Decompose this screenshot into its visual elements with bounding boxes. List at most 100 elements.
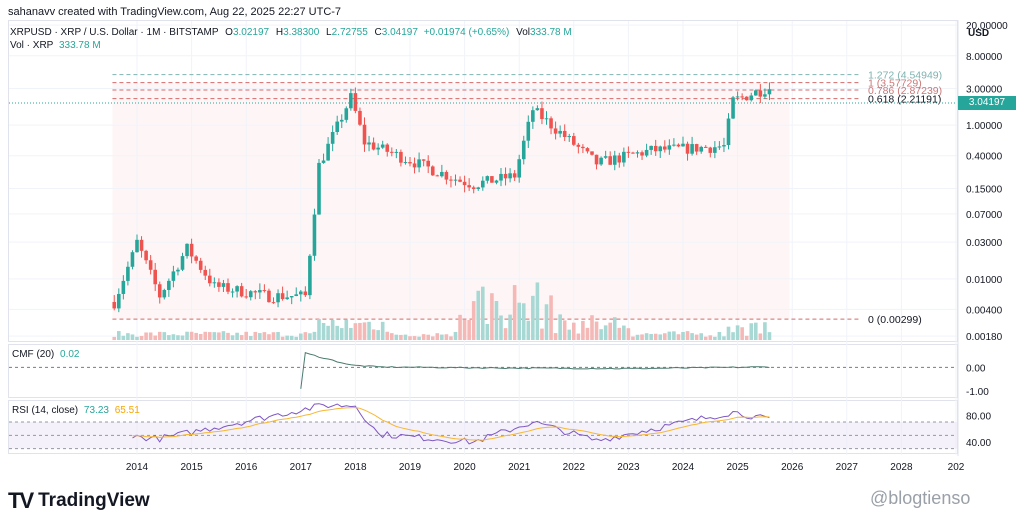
volume-bar (203, 331, 208, 340)
volume-bar (285, 335, 289, 340)
volume-bar (576, 333, 581, 340)
rsi-axis-tick-label: 40.00 (966, 438, 991, 449)
tradingview-logo[interactable]: TV TradingView (8, 488, 150, 514)
time-axis-tick-label: 2019 (399, 462, 422, 473)
price-candle (535, 108, 540, 111)
price-candle (481, 180, 485, 188)
close-value: 3.04197 (381, 27, 418, 38)
volume-bar (144, 332, 148, 340)
price-candle (508, 173, 512, 179)
volume-bar (171, 334, 176, 340)
volume-bar (608, 322, 612, 340)
price-candle (512, 173, 517, 178)
price-candle (421, 159, 426, 161)
price-candle (471, 187, 476, 190)
volume-bar (435, 333, 440, 340)
volume-bar (335, 325, 339, 340)
price-candle (248, 291, 253, 298)
price-candle (153, 269, 157, 285)
volume-bar (535, 282, 540, 340)
price-candle (312, 214, 317, 256)
price-candle (444, 171, 449, 180)
volume-bar (421, 334, 426, 340)
volume-bar (713, 336, 717, 340)
volume-bar (294, 336, 299, 340)
price-candle (262, 290, 267, 292)
volume-bar (189, 331, 194, 340)
volume-value: 333.78 M (530, 27, 572, 38)
price-candle (212, 282, 217, 284)
price-candle (198, 260, 203, 270)
price-candle (576, 144, 581, 147)
change-value: +0.01974 (+0.65%) (423, 27, 510, 38)
fib-level-label: 1 (3.57729) (868, 78, 922, 90)
price-candle (763, 94, 767, 97)
volume-bar (244, 331, 248, 340)
price-candle (726, 118, 731, 146)
volume-bar (758, 333, 763, 340)
volume-bar (321, 323, 326, 340)
volume-legend[interactable]: Vol · XRP 333.78 M (10, 40, 101, 51)
price-candle (667, 145, 672, 150)
price-candle (594, 154, 599, 165)
volume-bar (399, 334, 403, 340)
rsi-ma-line (132, 406, 770, 441)
rsi-legend[interactable]: RSI (14, close) 73.23 65.51 (12, 405, 140, 416)
time-axis-tick-label: 2020 (453, 462, 476, 473)
time-axis-tick-label: 2023 (617, 462, 640, 473)
price-candle (540, 108, 544, 120)
volume-bar (358, 322, 362, 340)
volume-bar (394, 334, 399, 340)
volume-bar (440, 334, 444, 340)
price-candle (185, 243, 189, 257)
volume-bar (754, 322, 758, 340)
price-candle (608, 156, 612, 165)
price-candle (148, 260, 153, 270)
volume-bar (471, 301, 476, 340)
volume-bar (208, 332, 212, 340)
open-label: O (225, 27, 233, 38)
price-candle (694, 144, 699, 152)
tradingview-mark-icon: TV (8, 488, 34, 513)
cmf-legend[interactable]: CMF (20) 0.02 (12, 349, 79, 360)
price-axis-tick-label: 0.03000 (966, 238, 1003, 249)
volume-bar (676, 334, 681, 340)
volume-bar (626, 328, 631, 340)
volume-bar (562, 320, 567, 340)
symbol-legend[interactable]: XRPUSD · XRP / U.S. Dollar · 1M · BITSTA… (10, 27, 572, 38)
price-candle (230, 291, 235, 293)
price-axis-tick-label: 0.07000 (966, 210, 1003, 221)
volume-bar (658, 334, 663, 340)
volume-bar (558, 314, 562, 340)
price-candle (754, 90, 758, 96)
volume-bar (517, 302, 521, 340)
price-candle (558, 130, 562, 134)
volume-bar (262, 332, 267, 340)
volume-bar (226, 332, 230, 340)
volume-bar (130, 334, 135, 340)
price-axis-tick-label: 0.15000 (966, 184, 1003, 195)
volume-bar (585, 327, 590, 340)
price-candle (112, 301, 117, 309)
price-candle (285, 297, 289, 300)
volume-bar (553, 333, 558, 340)
volume-bar (599, 329, 603, 340)
volume-bar (376, 330, 380, 340)
low-label: L (326, 27, 332, 38)
low-value: 2.72755 (331, 27, 368, 38)
volume-bar (126, 333, 130, 340)
volume-bar (417, 336, 421, 340)
volume-bar (212, 332, 217, 340)
volume-bar (289, 335, 294, 340)
volume-bar (180, 335, 185, 340)
volume-bar (121, 335, 126, 340)
price-candle (549, 118, 553, 129)
currency-label[interactable]: USD (968, 28, 990, 39)
price-candle (289, 296, 294, 298)
price-candle (676, 144, 681, 147)
price-candle (330, 132, 335, 144)
price-candle (426, 160, 430, 167)
price-candle (699, 146, 703, 152)
volume-bar (276, 332, 280, 340)
price-candle (531, 110, 535, 122)
